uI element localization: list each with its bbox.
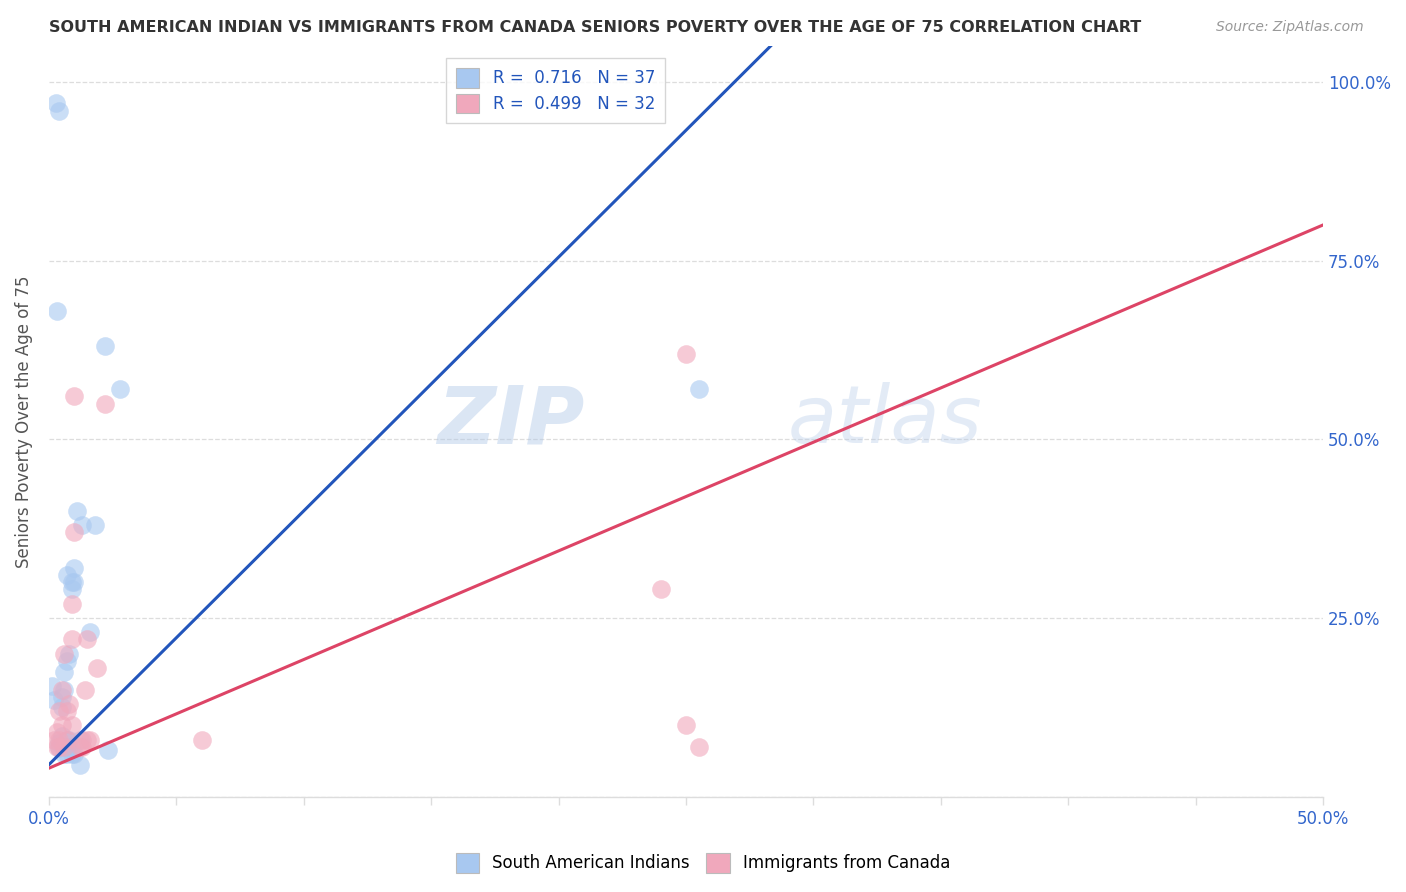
Point (650, 582, 672, 597)
Point (56, 739, 79, 754)
Legend: South American Indians, Immigrants from Canada: South American Indians, Immigrants from … (449, 847, 957, 880)
Point (56, 654, 79, 668)
Point (63, 575, 86, 590)
Point (60, 747, 83, 761)
Point (53, 682, 76, 697)
Point (86, 661, 108, 675)
Text: SOUTH AMERICAN INDIAN VS IMMIGRANTS FROM CANADA SENIORS POVERTY OVER THE AGE OF : SOUTH AMERICAN INDIAN VS IMMIGRANTS FROM… (49, 20, 1142, 35)
Point (48, 732, 70, 747)
Point (97, 743, 120, 757)
Point (42, 732, 65, 747)
Point (688, 382, 710, 396)
Point (51, 729, 73, 743)
Point (58, 647, 80, 661)
Point (56, 568, 79, 582)
Point (56, 704, 79, 718)
Point (56, 747, 79, 761)
Point (58, 732, 80, 747)
Point (63, 389, 86, 403)
Point (58, 739, 80, 754)
Point (51, 700, 73, 714)
Point (42, 693, 65, 707)
Point (110, 382, 132, 396)
Point (53, 665, 76, 679)
Point (70, 732, 93, 747)
Point (56, 732, 79, 747)
Text: atlas: atlas (787, 383, 983, 460)
Text: Source: ZipAtlas.com: Source: ZipAtlas.com (1216, 20, 1364, 34)
Point (66, 504, 89, 518)
Point (63, 525, 86, 540)
Point (94, 396, 117, 410)
Point (60, 597, 83, 611)
Point (53, 747, 76, 761)
Point (70, 739, 93, 754)
Point (60, 632, 83, 647)
Point (69, 732, 91, 747)
Point (48, 704, 70, 718)
Point (60, 718, 83, 732)
Point (73, 682, 96, 697)
Point (79, 625, 101, 640)
Point (94, 339, 117, 353)
Point (41, 679, 63, 693)
Point (58, 697, 80, 711)
Point (69, 739, 91, 754)
Point (53, 739, 76, 754)
Point (48, 103, 70, 118)
Point (63, 747, 86, 761)
Point (56, 732, 79, 747)
Point (48, 739, 70, 754)
Point (51, 682, 73, 697)
Point (70, 518, 93, 533)
Point (48, 741, 70, 756)
Point (45, 96, 67, 111)
Point (76, 632, 98, 647)
Point (60, 582, 83, 597)
Point (45, 303, 67, 318)
Point (83, 518, 105, 533)
Point (51, 718, 73, 732)
Point (675, 718, 697, 732)
Point (191, 732, 214, 747)
Point (45, 725, 67, 739)
Point (76, 732, 98, 747)
Point (60, 575, 83, 590)
Point (79, 732, 101, 747)
Point (51, 690, 73, 704)
Point (53, 647, 76, 661)
Point (688, 739, 710, 754)
Text: ZIP: ZIP (437, 383, 583, 460)
Legend: R =  0.716   N = 37, R =  0.499   N = 32: R = 0.716 N = 37, R = 0.499 N = 32 (446, 58, 665, 123)
Y-axis label: Seniors Poverty Over the Age of 75: Seniors Poverty Over the Age of 75 (15, 276, 32, 567)
Point (45, 739, 67, 754)
Point (675, 346, 697, 360)
Point (69, 757, 91, 772)
Point (63, 561, 86, 575)
Point (48, 736, 70, 750)
